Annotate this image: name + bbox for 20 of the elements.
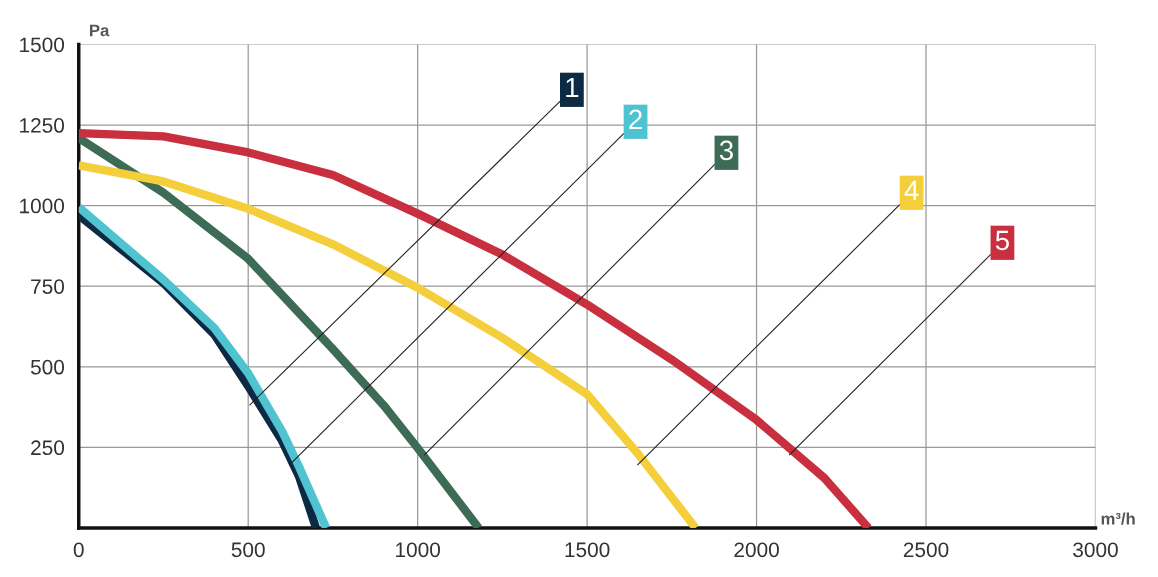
x-tick-label: 500: [231, 542, 265, 558]
annotation: 1: [566, 77, 579, 97]
x-axis-title: m³/h: [1101, 512, 1135, 525]
y-tick-label: 1000: [20, 198, 65, 214]
annotation: 4: [904, 180, 919, 200]
annotation: 5: [995, 230, 1009, 251]
y-tick-label: 750: [31, 279, 65, 294]
y-axis-title: Pa: [90, 24, 110, 37]
x-tick-label: 2000: [734, 542, 779, 558]
x-tick-label: 1000: [396, 542, 441, 558]
x-tick-label: 0: [73, 542, 84, 558]
x-tick-label: 1500: [565, 542, 610, 558]
x-tick-label: 2500: [903, 542, 949, 558]
annotation: 2: [629, 109, 642, 129]
y-tick-label: 250: [31, 440, 65, 456]
y-tick-label: 1500: [20, 37, 65, 53]
annotation: 3: [719, 140, 733, 161]
y-tick-label: 1250: [20, 118, 65, 133]
x-tick-label: 3000: [1073, 542, 1118, 558]
y-tick-label: 500: [30, 359, 65, 375]
